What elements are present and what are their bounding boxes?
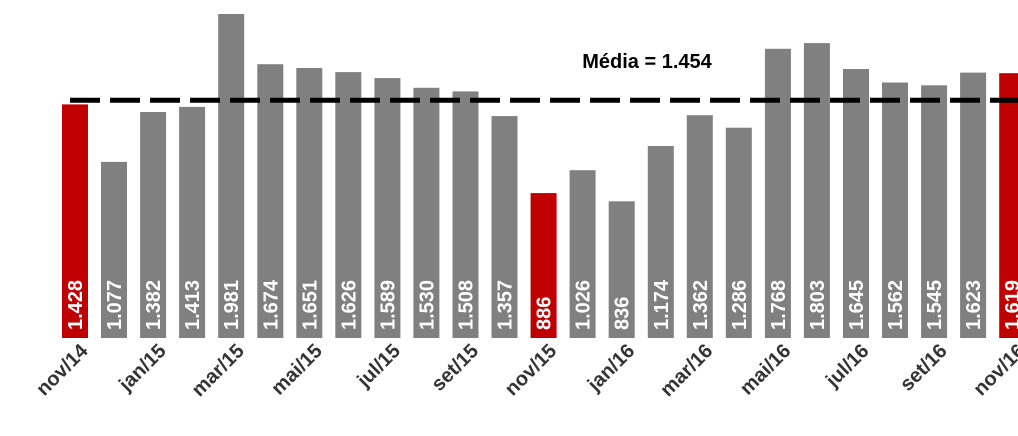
bar-fev-16 bbox=[647, 146, 674, 338]
bar-nov-16 bbox=[999, 73, 1018, 338]
bar-value-label: 1.428 bbox=[65, 280, 87, 330]
bar-value-label: 1.286 bbox=[729, 280, 751, 330]
x-tick-label: nov/15 bbox=[501, 340, 561, 400]
bar-jan-15 bbox=[140, 112, 167, 338]
bar-mar-16 bbox=[686, 115, 713, 338]
x-tick-labels-group: nov/14 jan/15 mar/15 mai/15 jul/15 set/15 nov/… bbox=[32, 339, 1018, 401]
bar-value-label: 1.508 bbox=[456, 280, 478, 330]
bar-out-16 bbox=[960, 72, 987, 338]
bar-value-label: 1.357 bbox=[495, 280, 517, 330]
bar-value-label: 1.981 bbox=[221, 280, 243, 330]
x-tick-label: nov/16 bbox=[969, 340, 1018, 400]
bar-nov-14 bbox=[62, 104, 88, 339]
bar-value-label: 1.562 bbox=[885, 280, 907, 330]
average-label: Média = 1.454 bbox=[582, 51, 712, 73]
bar-jun-16 bbox=[803, 43, 830, 338]
bar-out-15 bbox=[491, 116, 518, 338]
bar-fev-15 bbox=[179, 106, 206, 339]
x-tick-label: set/15 bbox=[427, 340, 483, 396]
bars-group bbox=[62, 14, 1018, 339]
bar-jun-15 bbox=[335, 72, 362, 338]
bar-ago-16 bbox=[882, 82, 908, 338]
x-tick-label: jul/15 bbox=[353, 340, 405, 392]
bar-value-label: 1.382 bbox=[143, 280, 165, 330]
bar-jul-15 bbox=[374, 78, 401, 338]
x-tick-label: mar/15 bbox=[188, 340, 249, 401]
bar-value-label: 1.413 bbox=[182, 280, 204, 330]
bar-mar-15 bbox=[218, 14, 245, 338]
bar-nov-15 bbox=[530, 193, 557, 338]
bar-value-label: 1.768 bbox=[768, 280, 790, 330]
bar-labels-group: 1.428 1.077 1.382 1.413 1.981 1.674 1.651 1.626… bbox=[65, 279, 1018, 330]
bar-value-label: 1.530 bbox=[416, 280, 438, 330]
bar-value-label: 1.362 bbox=[690, 280, 712, 330]
x-tick-label: mai/16 bbox=[736, 340, 796, 400]
bar-value-label: 1.174 bbox=[651, 279, 673, 330]
bar-ago-15 bbox=[413, 87, 440, 338]
bar-mai-16 bbox=[764, 48, 791, 339]
x-tick-label: mai/15 bbox=[267, 340, 327, 400]
x-tick-label: jan/16 bbox=[583, 340, 639, 396]
bar-value-label: 1.077 bbox=[104, 280, 126, 330]
x-tick-label: set/16 bbox=[896, 340, 952, 396]
bar-dez-15 bbox=[569, 170, 596, 338]
bar-value-label: 836 bbox=[612, 297, 634, 330]
x-tick-label: mar/16 bbox=[656, 340, 717, 401]
bar-abr-16 bbox=[725, 127, 752, 338]
bar-value-label: 1.026 bbox=[573, 280, 595, 330]
bar-jan-16 bbox=[608, 201, 635, 338]
bar-set-16 bbox=[921, 85, 948, 338]
bar-set-15 bbox=[452, 91, 479, 339]
bar-value-label: 1.645 bbox=[846, 280, 868, 330]
bar-value-label: 1.545 bbox=[924, 280, 946, 330]
x-tick-label: jul/16 bbox=[821, 340, 873, 392]
bar-value-label: 1.619 bbox=[1002, 280, 1018, 330]
bar-value-label: 1.589 bbox=[377, 280, 399, 330]
bar-value-label: 1.651 bbox=[299, 280, 321, 330]
bar-value-label: 886 bbox=[534, 297, 556, 330]
bar-mai-15 bbox=[296, 68, 323, 338]
bar-value-label: 1.803 bbox=[807, 280, 829, 330]
bar-value-label: 1.623 bbox=[963, 280, 985, 330]
x-tick-label: nov/14 bbox=[32, 339, 93, 400]
bar-abr-15 bbox=[257, 64, 284, 338]
bar-jul-16 bbox=[843, 69, 869, 338]
bar-dez-14 bbox=[101, 161, 127, 338]
x-tick-label: jan/15 bbox=[114, 340, 170, 396]
bar-value-label: 1.674 bbox=[260, 279, 282, 330]
bar-value-label: 1.626 bbox=[338, 280, 360, 330]
